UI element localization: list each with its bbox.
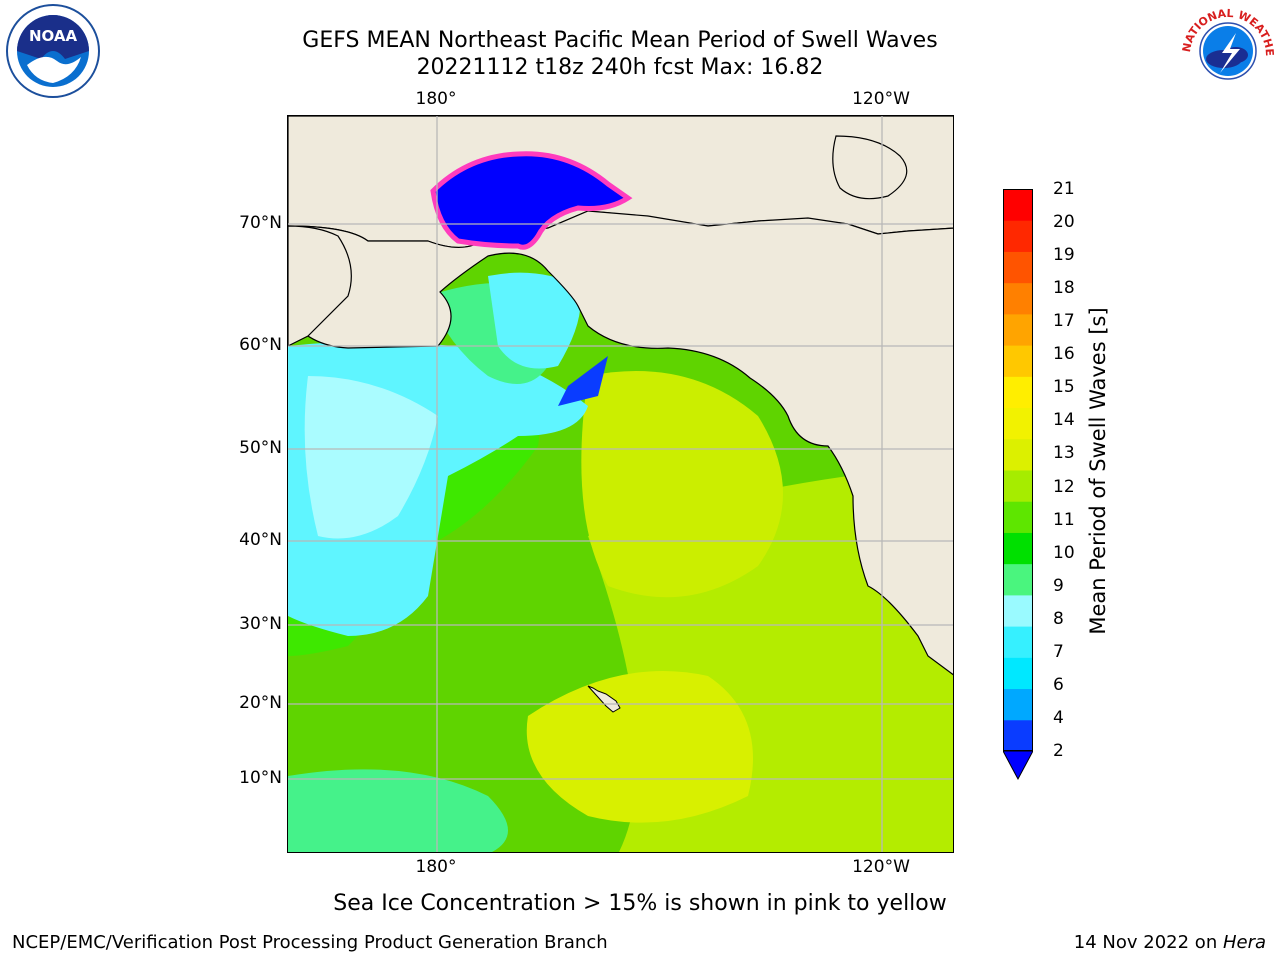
colorbar-tick: 4 [1053, 707, 1064, 728]
left-tick-50n: 50°N [239, 438, 282, 458]
colorbar-label: Mean Period of Swell Waves [s] [1086, 307, 1110, 635]
left-tick-20n: 20°N [239, 693, 282, 713]
footer-date-text: 14 Nov 2022 on [1073, 932, 1223, 953]
colorbar-segment [1003, 282, 1033, 315]
colorbar-tick: 2 [1053, 741, 1064, 761]
colorbar-segment [1003, 532, 1033, 565]
left-tick-60n: 60°N [239, 335, 282, 355]
left-tick-40n: 40°N [239, 530, 282, 550]
colorbar-segment [1003, 563, 1033, 596]
colorbar-segment [1003, 657, 1033, 690]
title-line-1: GEFS MEAN Northeast Pacific Mean Period … [302, 28, 938, 53]
colorbar-tick: 6 [1053, 674, 1064, 695]
colorbar-segment [1003, 313, 1033, 346]
sea-ice-note: Sea Ice Concentration > 15% is shown in … [333, 891, 947, 916]
map-svg [288, 116, 953, 852]
footer-machine: Hera [1222, 932, 1266, 953]
colorbar-segment [1003, 345, 1033, 377]
footer-branch: NCEP/EMC/Verification Post Processing Pr… [12, 932, 608, 953]
colorbar-segment [1003, 470, 1033, 502]
colorbar-tick: 19 [1053, 245, 1075, 266]
map-gridlines [288, 116, 953, 852]
colorbar-segment [1003, 719, 1033, 752]
colorbar-tick: 10 [1053, 542, 1075, 563]
colorbar-segment [1003, 407, 1033, 440]
nws-logo-icon: NATIONAL WEATHER SERVICE [1178, 3, 1276, 95]
colorbar-underflow-arrow [1003, 750, 1033, 781]
north-america-land [288, 210, 953, 676]
colorbar-frame [1003, 189, 1033, 751]
colorbar-segment [1003, 220, 1033, 252]
colorbar-tick: 15 [1053, 377, 1075, 398]
noaa-logo-icon: NOAA [6, 4, 100, 98]
colorbar-tick: 7 [1053, 641, 1064, 662]
colorbar-segment [1003, 594, 1033, 627]
ocean-yellow-zone-south [526, 671, 753, 823]
colorbar-tick: 18 [1053, 278, 1075, 299]
ocean-light-cyan-zone [304, 376, 438, 539]
colorbar [1003, 189, 1033, 781]
bottom-tick-180: 180° [415, 857, 457, 877]
bering-sea-cyan [488, 272, 581, 369]
colorbar-segment [1003, 438, 1033, 471]
colorbar-segment [1003, 251, 1033, 284]
colorbar-tick: 17 [1053, 311, 1075, 332]
colorbar-tick: 11 [1053, 509, 1075, 530]
ocean-mint-zone-sw [288, 769, 508, 852]
noaa-logo-text: NOAA [29, 27, 78, 45]
colorbar-tick: 16 [1053, 344, 1075, 365]
hawaii-islands [587, 685, 621, 713]
bottom-tick-120w: 120°W [852, 857, 910, 877]
colorbar-tick: 9 [1053, 575, 1064, 596]
footer-date: 14 Nov 2022 on Hera [1074, 932, 1266, 953]
colorbar-segment [1003, 501, 1033, 533]
colorbar-tick: 21 [1053, 179, 1075, 199]
colorbar-segment [1003, 376, 1033, 409]
colorbar-tick: 8 [1053, 608, 1064, 629]
colorbar-tick: 20 [1053, 212, 1075, 233]
title-line-2: 20221112 t18z 240h fcst Max: 16.82 [416, 55, 824, 80]
left-tick-10n: 10°N [239, 768, 282, 788]
left-tick-70n: 70°N [239, 213, 282, 233]
left-tick-30n: 30°N [239, 614, 282, 634]
colorbar-segment [1003, 626, 1033, 658]
colorbar-tick: 12 [1053, 476, 1075, 497]
bristol-bay-blue [558, 356, 608, 406]
colorbar-tick: 13 [1053, 443, 1075, 464]
colorbar-segment [1003, 688, 1033, 721]
top-tick-180: 180° [415, 89, 457, 109]
map-panel [287, 115, 954, 853]
siberia-land [288, 225, 352, 347]
colorbar-tick: 14 [1053, 410, 1075, 431]
top-tick-120w: 120°W [852, 89, 910, 109]
colorbar-segment [1003, 189, 1033, 221]
